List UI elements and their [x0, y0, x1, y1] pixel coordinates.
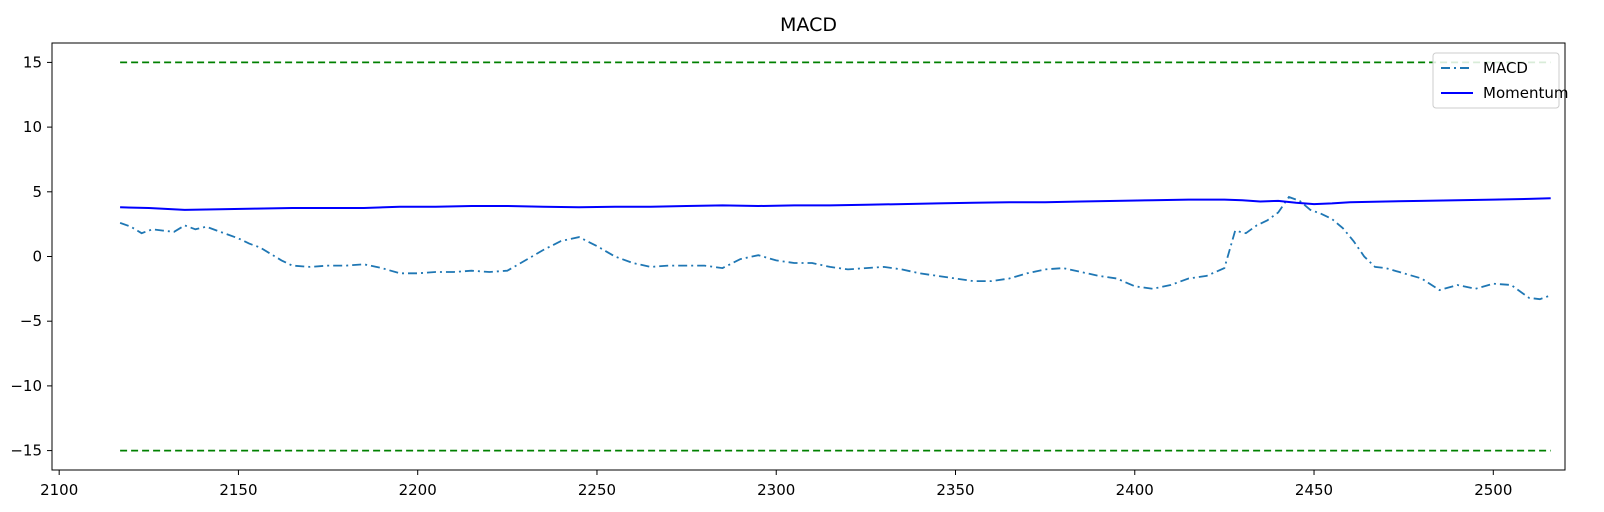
y-tick-label: −5 — [20, 312, 42, 330]
legend-box — [1432, 52, 1560, 109]
y-tick-label: 5 — [32, 183, 42, 201]
y-tick-label: 10 — [23, 118, 42, 136]
chart-title: MACD — [780, 14, 837, 36]
x-tick-label: 2200 — [399, 481, 437, 499]
legend-label-momentum: Momentum — [1483, 84, 1568, 102]
x-axis: 2100 2150 2200 2250 2300 2350 2400 2450 2500 — [40, 470, 1512, 499]
series-line-momentum — [120, 197, 1551, 211]
y-tick-label: −10 — [10, 377, 42, 395]
series-line-macd — [119, 195, 1552, 301]
y-axis: 15 10 5 0 −5 −10 −15 — [10, 53, 52, 460]
plot-frame — [51, 42, 1566, 471]
y-tick-label: −15 — [10, 442, 42, 460]
x-tick-label: 2150 — [219, 481, 257, 499]
x-tick-label: 2400 — [1116, 481, 1154, 499]
legend[interactable]: MACD Momentum — [1432, 52, 1568, 109]
x-tick-label: 2100 — [40, 481, 78, 499]
y-tick-label: 15 — [23, 53, 42, 71]
series-layer — [119, 61, 1552, 452]
x-tick-label: 2250 — [578, 481, 616, 499]
x-tick-label: 2300 — [757, 481, 795, 499]
legend-label-macd: MACD — [1483, 59, 1528, 77]
x-tick-label: 2450 — [1295, 481, 1333, 499]
x-tick-label: 2350 — [936, 481, 974, 499]
x-tick-label: 2500 — [1474, 481, 1512, 499]
y-tick-label: 0 — [32, 248, 42, 266]
